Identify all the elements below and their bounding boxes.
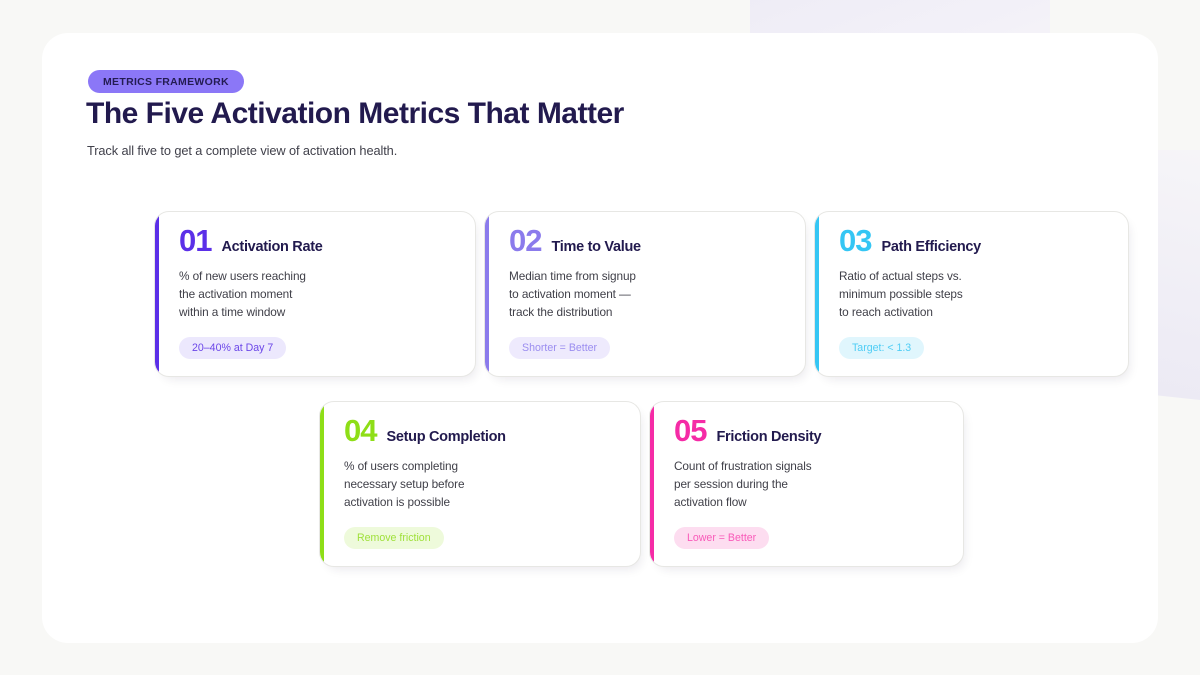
card-description: % of users completing necessary setup be… xyxy=(344,459,465,509)
metric-card-setup-completion: 04 Setup Completion % of users completin… xyxy=(319,401,641,567)
metric-card-path-efficiency: 03 Path Efficiency Ratio of actual steps… xyxy=(814,211,1129,377)
card-number: 01 xyxy=(179,223,212,258)
card-description: Ratio of actual steps vs. minimum possib… xyxy=(839,269,963,319)
card-header: 04 Setup Completion xyxy=(344,415,628,446)
card-accent-bar xyxy=(485,212,489,376)
card-header: 02 Time to Value xyxy=(509,225,793,256)
eyebrow-badge: METRICS FRAMEWORK xyxy=(88,70,244,93)
page-title: The Five Activation Metrics That Matter xyxy=(86,97,624,130)
card-accent-bar xyxy=(320,402,324,566)
card-title: Setup Completion xyxy=(386,429,506,445)
card-number: 05 xyxy=(674,413,707,448)
card-title: Time to Value xyxy=(551,239,641,255)
content-panel: METRICS FRAMEWORK The Five Activation Me… xyxy=(42,33,1158,643)
eyebrow-label: METRICS FRAMEWORK xyxy=(103,75,229,88)
metric-card-friction-density: 05 Friction Density Count of frustration… xyxy=(649,401,964,567)
page-subtitle: Track all five to get a complete view of… xyxy=(87,143,398,158)
card-accent-bar xyxy=(815,212,819,376)
card-accent-bar xyxy=(155,212,159,376)
metric-card-activation-rate: 01 Activation Rate % of new users reachi… xyxy=(154,211,476,377)
card-badge: Shorter = Better xyxy=(509,337,611,359)
card-description: Count of frustration signals per session… xyxy=(674,459,812,509)
card-description: % of new users reaching the activation m… xyxy=(179,269,306,319)
card-title: Friction Density xyxy=(716,429,822,445)
card-header: 05 Friction Density xyxy=(674,415,951,446)
card-number: 04 xyxy=(344,413,377,448)
metric-card-time-to-value: 02 Time to Value Median time from signup… xyxy=(484,211,806,377)
card-header: 01 Activation Rate xyxy=(179,225,463,256)
card-number: 03 xyxy=(839,223,872,258)
card-accent-bar xyxy=(650,402,654,566)
card-badge: Lower = Better xyxy=(674,527,770,549)
card-header: 03 Path Efficiency xyxy=(839,225,1116,256)
card-title: Activation Rate xyxy=(221,239,323,255)
card-badge: Target: < 1.3 xyxy=(839,337,925,359)
card-title: Path Efficiency xyxy=(881,239,981,255)
card-badge: Remove friction xyxy=(344,527,444,549)
card-description: Median time from signup to activation mo… xyxy=(509,269,636,319)
card-number: 02 xyxy=(509,223,542,258)
card-badge: 20–40% at Day 7 xyxy=(179,337,287,359)
